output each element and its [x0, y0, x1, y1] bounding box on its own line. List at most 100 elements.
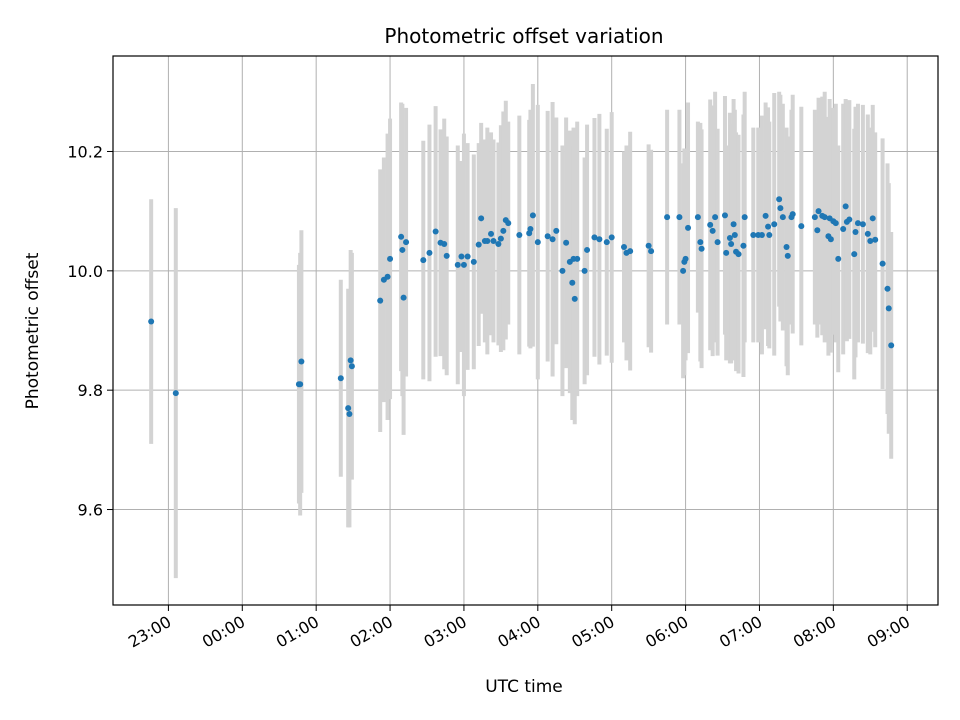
y-tick-label: 10.0: [67, 262, 103, 281]
data-point: [400, 294, 407, 301]
data-point: [297, 381, 304, 388]
data-point: [869, 215, 876, 222]
data-point: [346, 411, 353, 418]
data-point: [621, 243, 628, 250]
data-point: [842, 203, 849, 210]
data-point: [741, 214, 748, 221]
data-point: [735, 251, 742, 258]
data-point: [571, 295, 578, 302]
data-point: [811, 214, 818, 221]
data-point: [384, 273, 391, 280]
data-point: [854, 220, 861, 227]
data-point: [852, 229, 859, 236]
data-point: [758, 232, 765, 239]
errorbars: [149, 84, 894, 579]
data-point: [726, 235, 733, 242]
x-tick-label: 07:00: [716, 612, 765, 652]
data-point: [832, 220, 839, 227]
data-point: [563, 239, 570, 246]
data-point: [730, 221, 737, 228]
plot-frame: [112, 55, 939, 606]
data-points: [148, 196, 895, 418]
x-tick-label: 23:00: [125, 612, 174, 652]
data-point: [827, 236, 834, 243]
data-point: [776, 196, 783, 203]
data-point: [694, 214, 701, 221]
data-point: [859, 221, 866, 228]
x-tick-label: 00:00: [199, 612, 248, 652]
x-tick-label: 09:00: [864, 612, 913, 652]
y-tick-label: 9.8: [78, 381, 103, 400]
data-point: [765, 223, 772, 230]
data-point: [835, 255, 842, 262]
data-point: [495, 240, 502, 247]
data-point: [443, 252, 450, 259]
data-point: [779, 214, 786, 221]
x-tick-label: 01:00: [273, 612, 322, 652]
y-tick-label: 9.6: [78, 501, 103, 520]
data-point: [771, 221, 778, 228]
y-tick-labels: 9.6 9.8 10.0 10.2: [67, 142, 103, 519]
data-point: [723, 249, 730, 256]
data-point: [403, 239, 410, 246]
data-point: [846, 216, 853, 223]
data-point: [544, 233, 551, 240]
data-point: [399, 246, 406, 253]
data-point: [432, 228, 439, 235]
data-point: [879, 260, 886, 267]
data-point: [529, 212, 536, 219]
data-point: [490, 237, 497, 244]
data-point: [426, 249, 433, 256]
x-tick-label: 02:00: [347, 612, 396, 652]
data-point: [645, 242, 652, 249]
data-point: [698, 245, 705, 252]
data-point: [377, 297, 384, 304]
data-point: [559, 267, 566, 274]
data-point: [680, 267, 687, 274]
data-point: [789, 211, 796, 218]
data-point: [527, 226, 534, 233]
data-point: [851, 251, 858, 258]
data-point: [697, 239, 704, 246]
data-point: [682, 255, 689, 262]
data-point: [783, 243, 790, 250]
x-tick-label: 04:00: [494, 612, 543, 652]
data-point: [460, 261, 467, 268]
data-point: [777, 205, 784, 212]
data-point: [387, 255, 394, 262]
data-point: [172, 390, 179, 397]
data-point: [420, 257, 427, 264]
x-axis-label: UTC time: [485, 677, 563, 697]
data-point: [707, 221, 714, 228]
data-point: [815, 208, 822, 215]
data-point: [709, 227, 716, 234]
data-point: [784, 252, 791, 259]
data-point: [676, 214, 683, 221]
data-point: [596, 236, 603, 243]
data-point: [872, 236, 879, 243]
x-tick-label: 08:00: [790, 612, 839, 652]
chart-title: Photometric offset variation: [384, 24, 663, 48]
data-point: [888, 342, 895, 349]
x-tick-label: 06:00: [642, 612, 691, 652]
data-point: [762, 212, 769, 219]
data-point: [581, 267, 588, 274]
data-point: [441, 240, 448, 247]
data-point: [798, 223, 805, 230]
data-point: [627, 248, 634, 255]
x-tick-label: 03:00: [421, 612, 470, 652]
y-tick-label: 10.2: [67, 142, 103, 161]
data-point: [478, 215, 485, 222]
data-point: [714, 239, 721, 246]
data-point: [464, 253, 471, 260]
data-point: [664, 214, 671, 221]
data-point: [549, 236, 556, 243]
data-point: [766, 232, 773, 239]
x-tick-labels: 23:00 00:00 01:00 02:00 03:00 04:00 05:00 06:00…: [125, 612, 913, 652]
data-point: [728, 240, 735, 247]
data-point: [454, 261, 461, 268]
data-point: [685, 224, 692, 231]
data-point: [569, 279, 576, 286]
data-point: [345, 405, 352, 412]
